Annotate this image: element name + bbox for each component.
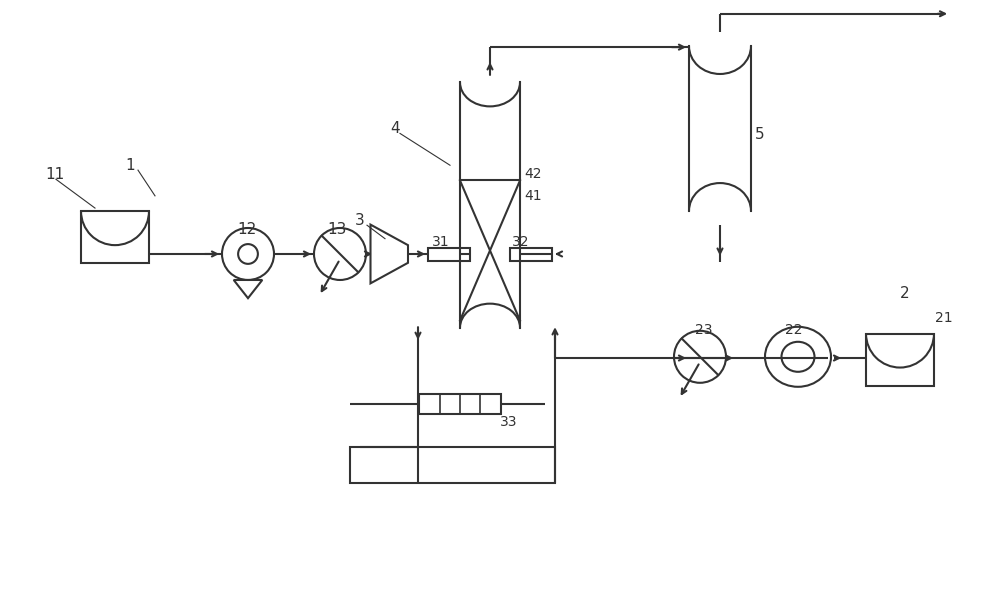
Bar bbox=[350, 447, 555, 483]
Text: 5: 5 bbox=[755, 127, 765, 142]
Text: 12: 12 bbox=[237, 222, 256, 237]
Bar bbox=[866, 334, 934, 386]
Bar bbox=[428, 248, 470, 261]
Text: 3: 3 bbox=[355, 213, 365, 228]
Text: 11: 11 bbox=[45, 167, 64, 182]
Text: 4: 4 bbox=[390, 121, 400, 136]
Text: 31: 31 bbox=[432, 235, 450, 248]
Text: 13: 13 bbox=[327, 222, 346, 237]
Text: 1: 1 bbox=[125, 158, 135, 173]
Bar bbox=[510, 248, 552, 261]
Bar bbox=[419, 394, 501, 414]
Text: 21: 21 bbox=[935, 312, 953, 325]
Text: 41: 41 bbox=[524, 189, 542, 203]
Text: 32: 32 bbox=[512, 235, 530, 248]
Text: 22: 22 bbox=[785, 324, 802, 337]
Text: 23: 23 bbox=[695, 324, 712, 337]
Bar bbox=[81, 211, 149, 263]
Text: 42: 42 bbox=[524, 168, 542, 181]
Text: 33: 33 bbox=[500, 416, 518, 429]
Text: 2: 2 bbox=[900, 286, 910, 301]
